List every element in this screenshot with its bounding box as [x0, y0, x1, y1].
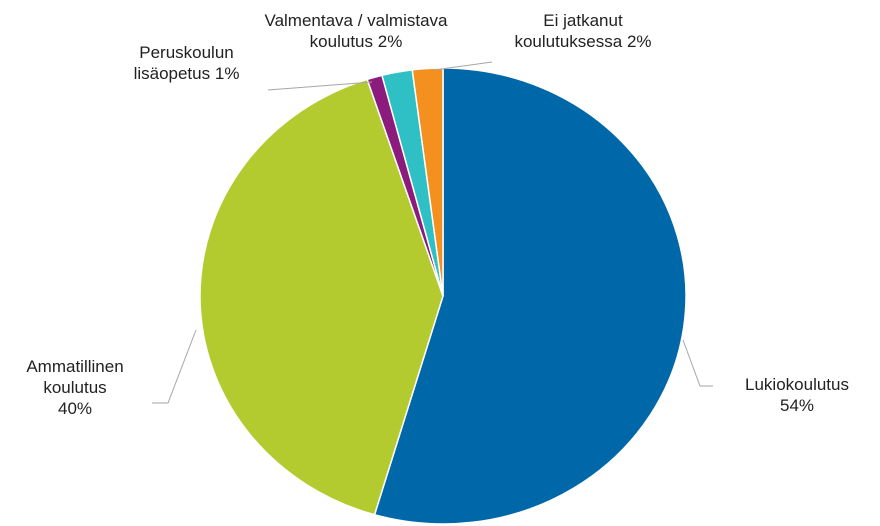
leader-line	[433, 61, 493, 71]
pie-slice	[411, 67, 444, 297]
category-label: Ei jatkanut koulutuksessa	[514, 11, 623, 51]
category-label: Ammatillinen koulutus	[26, 357, 124, 397]
value-label: 1%	[214, 64, 240, 83]
leader-line	[682, 339, 713, 387]
pie-slice	[373, 67, 687, 525]
data-label: Lukiokoulutus 54%	[712, 374, 880, 416]
category-label: Valmentava / valmistava koulutus	[264, 11, 448, 51]
category-label: Lukiokoulutus	[745, 375, 849, 394]
data-label: Ammatillinen koulutus 40%	[10, 356, 140, 419]
category-label: Peruskoulun lisäopetus	[133, 43, 234, 83]
data-label: Valmentava / valmistava koulutus 2%	[256, 10, 456, 52]
value-label: 2%	[377, 32, 403, 51]
leader-line	[267, 81, 373, 91]
value-label: 54%	[779, 396, 815, 415]
data-label: Ei jatkanut koulutuksessa 2%	[498, 10, 668, 52]
leader-line	[152, 329, 197, 404]
data-label: Peruskoulun lisäopetus 1%	[104, 42, 269, 84]
pie-slice	[199, 78, 444, 516]
pie	[199, 67, 687, 525]
value-label: 2%	[626, 32, 652, 51]
value-label: 40%	[57, 399, 93, 418]
